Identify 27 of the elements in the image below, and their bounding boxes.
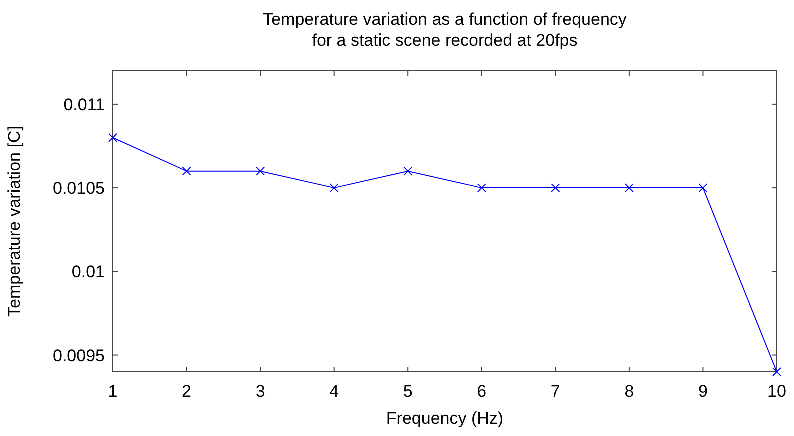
x-tick-label: 5: [403, 382, 413, 401]
point: [551, 184, 560, 193]
y-tick-label: 0.0105: [53, 179, 105, 198]
x-tick-label: 8: [624, 382, 634, 401]
point: [624, 184, 634, 193]
y-tick-label: 0.011: [64, 95, 105, 114]
x-tick-label: 9: [698, 382, 708, 401]
x-axis-title: Frequency (Hz): [386, 409, 504, 428]
chart-title: Temperature variation as a function of frequency for a static scene recorded at 20fps: [263, 10, 628, 50]
point: [477, 184, 486, 193]
point: [772, 368, 782, 376]
x-tick-label: 4: [330, 382, 340, 401]
x-tick-label: 2: [182, 382, 192, 401]
point: [330, 184, 339, 193]
point: [182, 166, 192, 176]
point: [108, 133, 118, 142]
point: [698, 184, 708, 193]
x-tick-label: 1: [108, 382, 118, 401]
x-tick-label: 3: [256, 382, 266, 401]
x-tick-label: 6: [477, 382, 487, 401]
y-tick-label: 0.01: [72, 262, 105, 282]
point: [256, 166, 266, 176]
y-axis-title: Temperature variation [C]: [5, 126, 24, 317]
x-tick-label: 7: [550, 382, 560, 401]
x-tick-label: 10: [768, 382, 786, 401]
y-tick-label: 0.0095: [53, 346, 105, 366]
point: [404, 166, 413, 176]
